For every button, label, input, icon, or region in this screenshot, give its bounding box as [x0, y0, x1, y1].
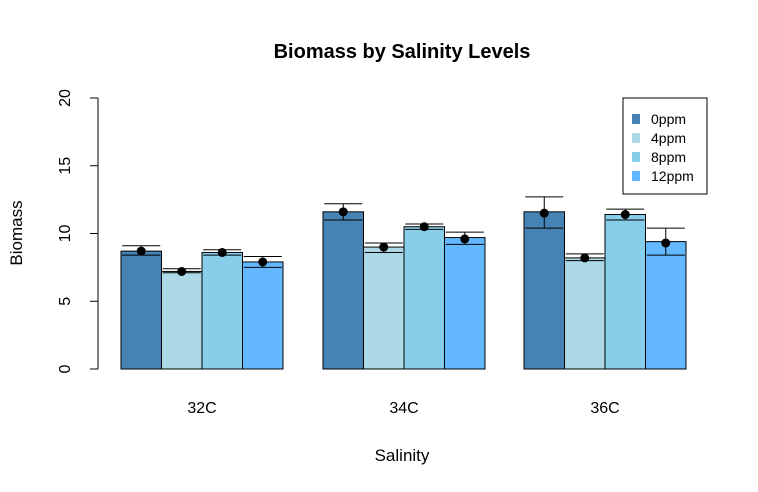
legend-label-12ppm: 12ppm: [651, 168, 694, 184]
mean-point: [338, 207, 348, 217]
bar-8ppm-36C: [604, 214, 646, 370]
x-tick-label-36C: 36C: [590, 400, 619, 417]
bars-group: [120, 211, 687, 370]
bar-0ppm-32C: [120, 250, 162, 370]
bar-0ppm-36C: [523, 211, 565, 370]
x-axis-label: Salinity: [375, 446, 430, 465]
bar-4ppm-36C: [564, 257, 606, 370]
legend-label-4ppm: 4ppm: [651, 130, 686, 146]
mean-point: [580, 253, 590, 263]
x-tick-label-34C: 34C: [389, 400, 418, 417]
bar-0ppm-34C: [322, 211, 364, 370]
chart-title: Biomass by Salinity Levels: [274, 41, 531, 63]
mean-point: [661, 238, 671, 248]
mean-point: [379, 242, 389, 252]
x-tick-labels: 32C 34C 36C: [187, 400, 619, 417]
y-axis-label: Biomass: [7, 200, 26, 265]
legend: 0ppm 4ppm 8ppm 12ppm: [622, 97, 708, 195]
legend-swatch-0ppm: [632, 114, 640, 124]
bar-8ppm-34C: [403, 226, 445, 370]
legend-swatch-4ppm: [632, 133, 640, 143]
bar-12ppm-32C: [242, 261, 284, 370]
bar-4ppm-32C: [161, 270, 203, 370]
bar-8ppm-32C: [201, 251, 243, 370]
legend-swatch-8ppm: [632, 152, 640, 162]
y-tick-label: 5: [57, 297, 74, 306]
mean-point: [620, 210, 630, 220]
mean-point: [136, 246, 146, 256]
bar-12ppm-36C: [645, 241, 687, 370]
error-bars-group: [122, 196, 685, 276]
y-tick-label: 20: [57, 89, 74, 107]
bar-12ppm-34C: [444, 237, 486, 370]
bar-4ppm-34C: [363, 246, 405, 370]
mean-point: [539, 208, 549, 218]
mean-point: [177, 266, 187, 276]
mean-point: [258, 257, 268, 267]
legend-label-8ppm: 8ppm: [651, 149, 686, 165]
y-tick-label: 15: [57, 157, 74, 175]
mean-point: [419, 222, 429, 232]
y-axis: 0 5 10 15 20: [57, 89, 99, 373]
y-tick-label: 10: [57, 225, 74, 243]
legend-swatch-12ppm: [632, 171, 640, 181]
legend-label-0ppm: 0ppm: [651, 111, 686, 127]
y-tick-label: 0: [57, 364, 74, 373]
x-tick-label-32C: 32C: [187, 400, 216, 417]
mean-point: [460, 234, 470, 244]
mean-point: [217, 247, 227, 257]
